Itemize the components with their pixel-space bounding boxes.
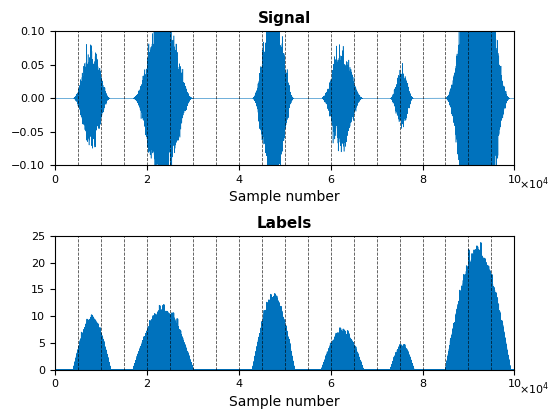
Title: Signal: Signal <box>258 11 311 26</box>
Text: $\times10^4$: $\times10^4$ <box>519 176 549 192</box>
X-axis label: Sample number: Sample number <box>229 395 340 409</box>
Text: $\times10^4$: $\times10^4$ <box>519 380 549 397</box>
X-axis label: Sample number: Sample number <box>229 190 340 205</box>
Title: Labels: Labels <box>257 215 312 231</box>
